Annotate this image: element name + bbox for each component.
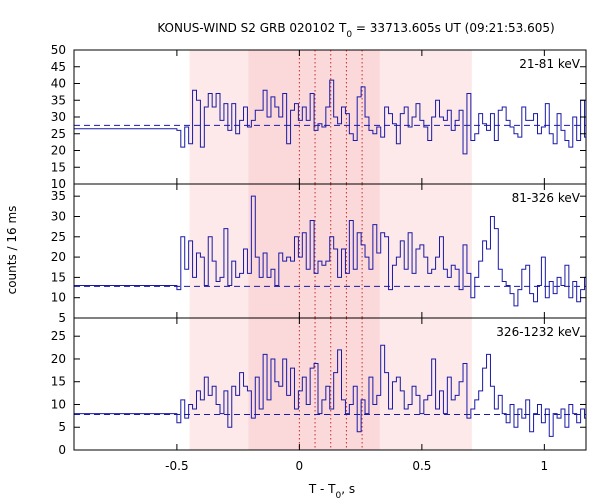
x-tick-labels: -0.5 0 0.5 1 xyxy=(165,459,548,473)
y-tick-label: 30 xyxy=(51,209,66,223)
panel-1: 10 15 20 25 30 35 40 45 50 21-81 keV xyxy=(51,43,587,191)
y-tick-label: 5 xyxy=(58,420,66,434)
y-tick-label: 50 xyxy=(51,43,66,57)
y-tick-label: 10 xyxy=(51,291,66,305)
y-tick-label: 10 xyxy=(51,177,66,191)
x-tick-label: -0.5 xyxy=(165,459,188,473)
panel-2: 5 10 15 20 25 30 35 81-326 keV xyxy=(51,183,587,325)
light-curve xyxy=(74,344,587,437)
x-axis-label: T - T0, s xyxy=(308,482,355,500)
shaded-interval-dark xyxy=(248,318,380,450)
y-tick-label: 15 xyxy=(51,270,66,284)
light-curve xyxy=(74,195,587,307)
energy-band-label: 326-1232 keV xyxy=(496,325,580,339)
y-tick-label: 10 xyxy=(51,397,66,411)
y-tick-label: 35 xyxy=(51,189,66,203)
y-tick-label: 20 xyxy=(51,144,66,158)
light-curve xyxy=(74,79,587,155)
y-axis-label: counts / 16 ms xyxy=(5,206,19,295)
y-tick-label: 30 xyxy=(51,110,66,124)
y-tick-label: 25 xyxy=(51,230,66,244)
y-tick-label: 15 xyxy=(51,160,66,174)
y-tick-label: 25 xyxy=(51,329,66,343)
energy-band-label: 21-81 keV xyxy=(519,57,581,71)
panel-3: 0 5 10 15 20 25 326-1232 keV xyxy=(51,317,587,457)
x-tick-label: 0 xyxy=(296,459,304,473)
y-tick-label: 40 xyxy=(51,77,66,91)
y-tick-label: 45 xyxy=(51,60,66,74)
y-tick-label: 5 xyxy=(58,311,66,325)
chart-title: KONUS-WIND S2 GRB 020102 T0 = 33713.605s… xyxy=(157,21,554,40)
x-tick-label: 0.5 xyxy=(412,459,431,473)
y-tick-label: 15 xyxy=(51,375,66,389)
y-tick-label: 0 xyxy=(58,443,66,457)
y-tick-label: 25 xyxy=(51,127,66,141)
x-tick-label: 1 xyxy=(541,459,549,473)
y-tick-label: 20 xyxy=(51,250,66,264)
y-tick-label: 20 xyxy=(51,352,66,366)
panel-frame xyxy=(73,317,587,451)
y-tick-label: 35 xyxy=(51,93,66,107)
energy-band-label: 81-326 keV xyxy=(512,191,581,205)
